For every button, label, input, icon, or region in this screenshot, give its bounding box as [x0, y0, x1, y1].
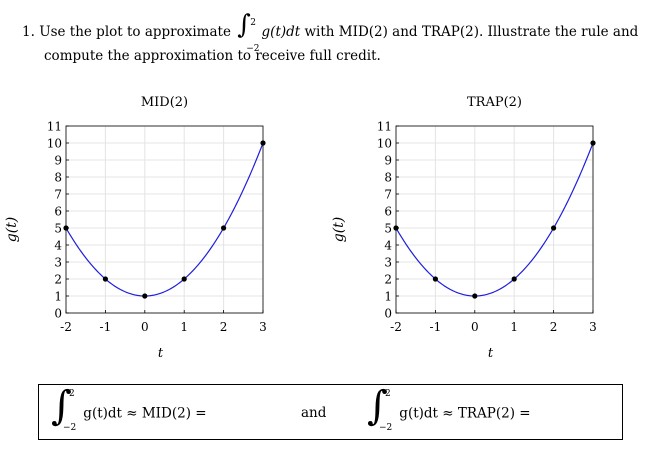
mid-answer: ∫ 2 −2 g(t)dt ≈ MID(2) =: [49, 383, 207, 433]
trap-xtick-label: 1: [510, 320, 518, 334]
mid-plot: MID(2) -2 -1 0 1 2 3 0 1 2 3 4 5 6 7 8 9 10 11 t g(t): [0, 88, 300, 377]
trap-ytick-label: 10: [377, 137, 392, 151]
mid-plot-svg: MID(2) -2 -1 0 1 2 3 0 1 2 3 4 5 6 7 8 9 10 11 t g(t): [4, 95, 267, 361]
mid-answer-text: g(t)dt ≈ MID(2) =: [83, 405, 207, 422]
integral-upper: 2: [250, 17, 256, 28]
trap-ytick-label: 1: [384, 290, 392, 304]
trap-answer: ∫ 2 −2 g(t)dt ≈ TRAP(2) =: [365, 383, 531, 433]
trap-ytick-label: 8: [384, 171, 392, 185]
trap-title: TRAP(2): [467, 95, 522, 110]
mid-ytick-label: 10: [47, 137, 62, 151]
integral-upper: 2: [385, 389, 391, 399]
mid-data-point: [142, 293, 148, 299]
trap-xtick-label: 0: [471, 320, 479, 334]
integral-lower: −2: [63, 423, 77, 433]
mid-data-point: [63, 225, 69, 231]
trap-ytick-label: 9: [384, 154, 392, 168]
mid-xtick-label: 3: [259, 320, 267, 334]
trap-xlabel: t: [488, 346, 494, 361]
problem-text-after: with MID(2) and TRAP(2). Illustrate the …: [304, 24, 639, 40]
mid-ytick-label: 1: [54, 290, 62, 304]
mid-xtick-label: -1: [100, 320, 112, 334]
trap-ytick-label: 5: [384, 222, 392, 236]
trap-data-point: [511, 276, 517, 282]
mid-data-point: [260, 140, 266, 146]
mid-ytick-label: 6: [54, 205, 62, 219]
mid-ytick-label: 11: [47, 120, 62, 134]
mid-ytick-label: 2: [54, 273, 62, 287]
integral-lower: −2: [379, 423, 393, 433]
integrand: g(t)dt: [261, 24, 301, 40]
trap-frame: [395, 125, 594, 314]
mid-data-point: [181, 276, 187, 282]
mid-ylabel: g(t): [4, 217, 20, 243]
answer-box: ∫ 2 −2 g(t)dt ≈ MID(2) = and ∫ 2 −2 g(t)…: [38, 383, 623, 440]
integral-upper: 2: [69, 389, 75, 399]
mid-xtick-label: -2: [60, 320, 72, 334]
problem-text-before: Use the plot to approximate: [39, 24, 231, 40]
trap-data-point: [432, 276, 438, 282]
trap-ylabel: g(t): [331, 217, 347, 243]
trap-plot-svg: TRAP(2) -2 -1 0 1 2 3 0 1 2 3 4 5 6 7 8 9 10 11 t g(t): [331, 95, 597, 361]
mid-xlabel: t: [158, 346, 164, 361]
trap-data-point: [393, 225, 399, 231]
mid-data-point: [221, 225, 227, 231]
trap-ytick-label: 4: [384, 239, 392, 253]
integral-symbol: ∫ 2 −2: [367, 383, 393, 433]
mid-title: MID(2): [141, 95, 188, 110]
integral-symbol: ∫ 2 −2: [51, 383, 77, 433]
trap-data-point: [551, 225, 557, 231]
and-text: and: [301, 405, 327, 421]
mid-ytick-label: 8: [54, 171, 62, 185]
trap-data-point: [590, 140, 596, 146]
trap-ytick-label: 11: [377, 120, 392, 134]
trap-curve: [395, 142, 594, 297]
trap-ytick-label: 0: [384, 307, 392, 321]
trap-ytick-label: 7: [384, 188, 392, 202]
trap-ytick-label: 6: [384, 205, 392, 219]
integral-lower: −2: [246, 43, 260, 54]
problem-line-2: compute the approximation to receive ful…: [44, 48, 381, 64]
trap-ytick-label: 3: [384, 256, 392, 270]
mid-data-point: [102, 276, 108, 282]
mid-ytick-label: 4: [54, 239, 62, 253]
mid-ytick-label: 5: [54, 222, 62, 236]
mid-ytick-label: 3: [54, 256, 62, 270]
integral-symbol: ∫ 2 −2: [235, 12, 259, 54]
problem-line-1: 1. Use the plot to approximate ∫ 2 −2 g(…: [22, 12, 639, 54]
trap-plot: TRAP(2) -2 -1 0 1 2 3 0 1 2 3 4 5 6 7 8 9 10 11 t g(t): [330, 88, 630, 377]
mid-xtick-label: 1: [180, 320, 188, 334]
trap-xtick-label: 2: [550, 320, 558, 334]
trap-ytick-label: 2: [384, 273, 392, 287]
mid-ytick-label: 0: [54, 307, 62, 321]
trap-data-point: [472, 293, 478, 299]
mid-xtick-label: 2: [220, 320, 228, 334]
trap-xtick-label: -2: [390, 320, 402, 334]
problem-number: 1.: [22, 24, 35, 40]
mid-frame: [65, 125, 264, 314]
mid-ytick-label: 7: [54, 188, 62, 202]
trap-xtick-label: 3: [589, 320, 597, 334]
mid-curve: [65, 142, 264, 297]
mid-ytick-label: 9: [54, 154, 62, 168]
trap-answer-text: g(t)dt ≈ TRAP(2) =: [399, 405, 531, 422]
trap-xtick-label: -1: [430, 320, 442, 334]
mid-xtick-label: 0: [141, 320, 149, 334]
